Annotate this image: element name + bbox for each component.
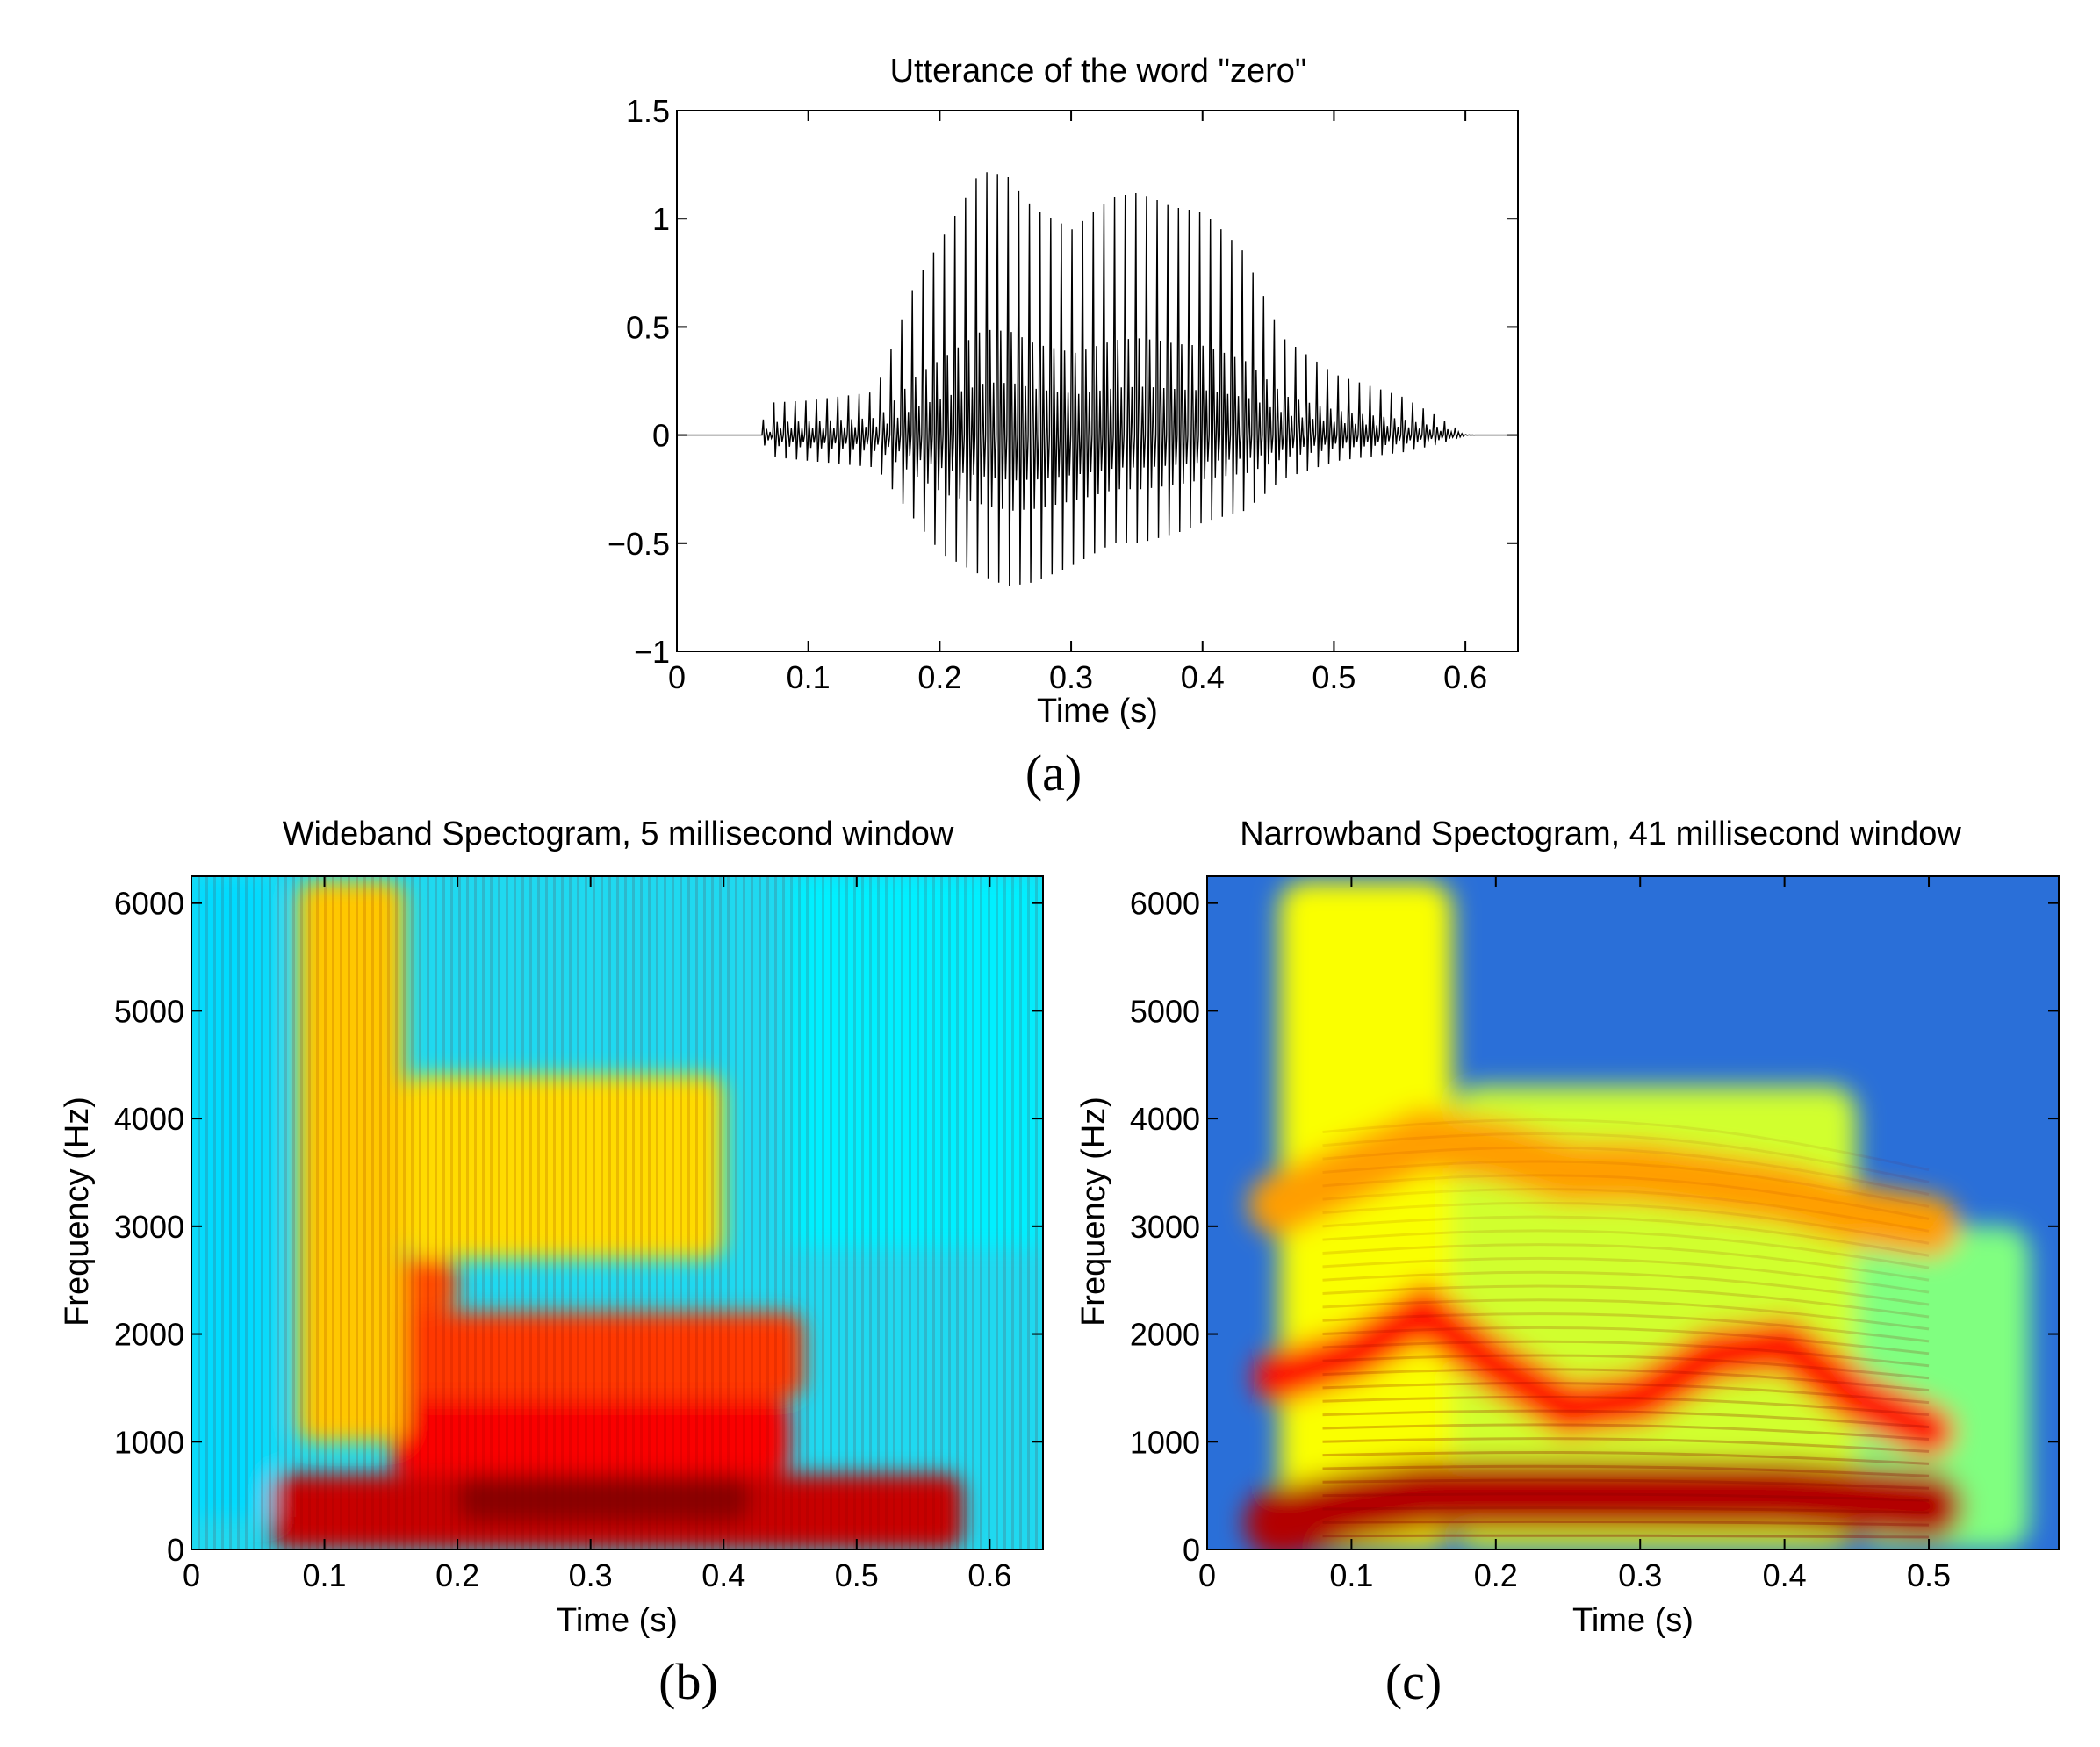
- harmonic-line: [1322, 1437, 1930, 1453]
- panel-a-xtick-label: 0.4: [1181, 659, 1225, 695]
- panel-b: Wideband Spectogram, 5 millisecond windo…: [59, 816, 1044, 1710]
- harmonic-line: [1322, 1201, 1930, 1245]
- panel-b-ytick-label: 5000: [114, 993, 184, 1029]
- panel-b-caption: (b): [658, 1653, 718, 1710]
- panel-c-ytick-label: 0: [1183, 1532, 1200, 1568]
- panel-b-xtick-label: 0.3: [569, 1557, 613, 1593]
- panel-a-ticks: 0 0.1 0.2 0.3 0.4 0.5 0.6 1.5 1 0.5 0 −0.5 −1: [608, 93, 1518, 695]
- harmonic-line: [1322, 1368, 1930, 1392]
- panel-b-ytick-label: 1000: [114, 1424, 184, 1460]
- harmonic-line: [1322, 1118, 1930, 1172]
- panel-a-ytick-label: −0.5: [608, 526, 670, 562]
- panel-c-ytick-label: 6000: [1130, 886, 1200, 922]
- panel-a-title: Utterance of the word "zero": [890, 53, 1307, 90]
- panel-b-title: Wideband Spectogram, 5 millisecond windo…: [283, 816, 954, 852]
- harmonic-line: [1322, 1174, 1930, 1220]
- panel-a-xtick-label: 0.5: [1312, 659, 1356, 695]
- harmonic-line: [1322, 1423, 1930, 1441]
- panel-c-heatmap: [1207, 876, 2059, 1549]
- panel-b-ytick-label: 2000: [114, 1317, 184, 1353]
- panel-c-xtick-label: 0.2: [1474, 1557, 1518, 1593]
- panel-c-xtick-label: 0.1: [1329, 1557, 1373, 1593]
- panel-c-caption: (c): [1385, 1653, 1442, 1710]
- panel-c-ytick-label: 4000: [1130, 1101, 1200, 1137]
- harmonic-line: [1322, 1340, 1930, 1368]
- harmonic-line: [1322, 1243, 1930, 1282]
- panel-a-ytick-label: 1.5: [626, 93, 670, 129]
- panel-c-xtick-label: 0: [1198, 1557, 1216, 1593]
- harmonic-line: [1322, 1409, 1930, 1429]
- panel-b-xtick-label: 0.4: [701, 1557, 745, 1593]
- harmonic-line: [1322, 1229, 1930, 1269]
- panel-b-xtick-label: 0.6: [967, 1557, 1011, 1593]
- harmonic-line: [1322, 1270, 1930, 1306]
- harmonic-line: [1322, 1215, 1930, 1257]
- panel-b-ytick-label: 3000: [114, 1209, 184, 1245]
- panel-b-xtick-label: 0: [183, 1557, 200, 1593]
- panel-b-ytick-label: 0: [167, 1532, 184, 1568]
- harmonic-line: [1322, 1354, 1930, 1380]
- harmonic-line: [1322, 1534, 1930, 1539]
- panel-a-xtick-label: 0.2: [917, 659, 961, 695]
- panel-a-xtick-label: 0.6: [1443, 659, 1487, 695]
- panel-c-axes-box: [1206, 875, 2060, 1550]
- harmonic-line: [1322, 1478, 1930, 1490]
- panel-c-xtick-label: 0.4: [1763, 1557, 1807, 1593]
- panel-a-xtick-label: 0.3: [1049, 659, 1093, 695]
- harmonic-line: [1322, 1132, 1930, 1183]
- panel-c: Narrowband Spectogram, 41 millisecond wi…: [1075, 816, 2060, 1710]
- panel-b-ticks: 0 0.1 0.2 0.3 0.4 0.5 0.6 6000 5000 4000 3000 2000 1…: [114, 876, 1043, 1593]
- panel-b-xtick-label: 0.2: [435, 1557, 479, 1593]
- panel-a-xtick-label: 0: [668, 659, 686, 695]
- panel-b-heatmap: [191, 876, 1043, 1549]
- panel-a-caption: (a): [1025, 744, 1082, 802]
- panel-a-ytick-label: 0.5: [626, 309, 670, 345]
- panel-b-ytick-label: 6000: [114, 886, 184, 922]
- harmonic-line: [1322, 1492, 1930, 1502]
- panel-b-xtick-label: 0.1: [303, 1557, 347, 1593]
- harmonic-line: [1322, 1506, 1930, 1514]
- panel-b-ylabel: Frequency (Hz): [59, 1096, 96, 1326]
- harmonic-line: [1322, 1284, 1930, 1319]
- panel-c-ytick-label: 2000: [1130, 1317, 1200, 1353]
- panel-c-xlabel: Time (s): [1572, 1602, 1694, 1639]
- formant-track: [1244, 1460, 1965, 1549]
- spectrogram-region: [1856, 1226, 2031, 1549]
- panel-a-ytick-label: −1: [634, 634, 670, 670]
- panel-b-axes-box: [191, 875, 1044, 1550]
- panel-c-title: Narrowband Spectogram, 41 millisecond wi…: [1240, 816, 1961, 852]
- panel-a-ytick-label: 0: [652, 418, 670, 454]
- formant-track: [1248, 1108, 1960, 1257]
- panel-c-ylabel: Frequency (Hz): [1075, 1096, 1112, 1326]
- harmonic-line: [1322, 1298, 1930, 1331]
- harmonic-line: [1322, 1464, 1930, 1477]
- panel-a-xtick-label: 0.1: [787, 659, 831, 695]
- waveform-line: [677, 172, 1518, 586]
- harmonic-line: [1322, 1395, 1930, 1417]
- harmonic-line: [1322, 1326, 1930, 1355]
- panel-a: Utterance of the word "zero" 0 0.1 0.2 0.3 0…: [608, 53, 1519, 802]
- harmonic-line: [1322, 1450, 1930, 1465]
- panel-c-ticks: 0 0.1 0.2 0.3 0.4 0.5 6000 5000 4000 3000 2000 1000…: [1130, 876, 2059, 1593]
- harmonic-line: [1322, 1160, 1930, 1208]
- panel-c-ytick-label: 3000: [1130, 1209, 1200, 1245]
- panel-c-xtick-label: 0.5: [1907, 1557, 1951, 1593]
- panel-a-xlabel: Time (s): [1037, 693, 1158, 730]
- panel-b-xlabel: Time (s): [557, 1602, 678, 1639]
- harmonic-line: [1322, 1312, 1930, 1343]
- panel-c-ytick-label: 5000: [1130, 993, 1200, 1029]
- formant-track: [1253, 1280, 1956, 1458]
- harmonic-line: [1322, 1382, 1930, 1405]
- panel-c-xtick-label: 0.3: [1618, 1557, 1662, 1593]
- harmonic-line: [1322, 1187, 1930, 1233]
- harmonic-line: [1322, 1520, 1930, 1527]
- harmonic-line: [1322, 1256, 1930, 1294]
- panel-a-ytick-label: 1: [652, 201, 670, 237]
- panel-c-ytick-label: 1000: [1130, 1424, 1200, 1460]
- panel-b-xtick-label: 0.5: [835, 1557, 879, 1593]
- panel-b-ytick-label: 4000: [114, 1101, 184, 1137]
- harmonic-line: [1322, 1146, 1930, 1196]
